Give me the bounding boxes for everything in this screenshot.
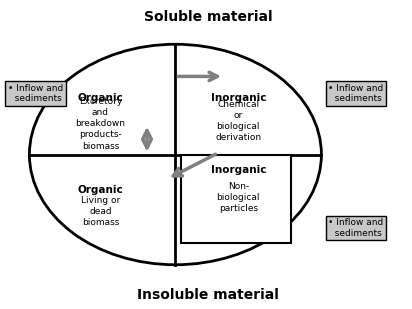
Text: Non-
biological
particles: Non- biological particles: [216, 182, 260, 213]
Text: • Inflow and
  sediments: • Inflow and sediments: [328, 218, 384, 238]
Text: Inorganic: Inorganic: [211, 165, 266, 175]
Text: Excretory
and
breakdown
products-
biomass: Excretory and breakdown products- biomas…: [75, 97, 125, 150]
Text: Inorganic: Inorganic: [211, 93, 266, 103]
Text: Insoluble material: Insoluble material: [137, 288, 279, 303]
Text: Organic: Organic: [77, 93, 123, 103]
Circle shape: [29, 44, 321, 265]
FancyBboxPatch shape: [181, 154, 291, 243]
Text: Chemical
or
biological
derivation: Chemical or biological derivation: [215, 100, 261, 142]
Text: Living or
dead
biomass: Living or dead biomass: [81, 196, 120, 227]
Text: • Inflow and
  sediments: • Inflow and sediments: [8, 83, 63, 103]
Text: • Inflow and
  sediments: • Inflow and sediments: [328, 83, 384, 103]
Text: Organic: Organic: [77, 185, 123, 195]
Text: Soluble material: Soluble material: [143, 10, 272, 24]
